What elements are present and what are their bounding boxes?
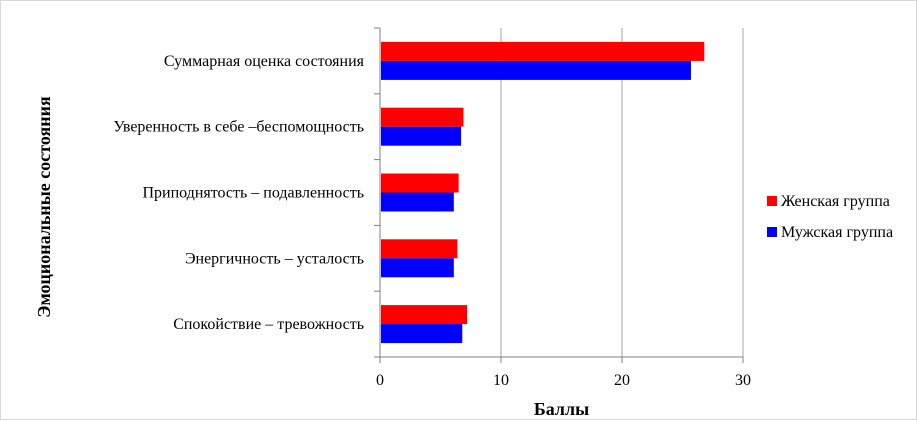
bars — [381, 41, 705, 344]
bar — [381, 192, 454, 212]
bar — [381, 258, 454, 278]
legend-label: Мужская группа — [781, 224, 893, 241]
x-tick-label: 20 — [614, 372, 630, 389]
legend-label: Женская группа — [781, 193, 890, 210]
axes: 0 10 20 30 — [374, 27, 751, 389]
gridlines — [500, 28, 744, 357]
category-labels: Суммарная оценка состояния Уверенность в … — [113, 53, 364, 333]
legend-swatch — [767, 196, 777, 206]
category-label: Энергичность – усталость — [185, 250, 364, 267]
bar — [381, 126, 462, 146]
bar — [381, 107, 464, 127]
bar — [381, 324, 463, 344]
legend-swatch — [767, 227, 777, 237]
category-label: Уверенность в себе –беспомощность — [113, 119, 364, 136]
bar — [381, 60, 691, 80]
category-label: Спокойствие – тревожность — [173, 316, 364, 333]
x-axis-title: Баллы — [534, 399, 589, 419]
y-axis-title: Эмоциональные состояния — [34, 96, 54, 318]
category-label: Приподнятость – подавленность — [142, 185, 364, 202]
bar — [381, 239, 458, 259]
x-tick-label: 10 — [493, 372, 509, 389]
bar — [381, 41, 705, 61]
x-tick-label: 30 — [735, 372, 751, 389]
x-tick-label: 0 — [376, 372, 384, 389]
bar — [381, 305, 468, 325]
legend: Женская группа Мужская группа — [767, 193, 893, 241]
bar — [381, 173, 459, 193]
category-label: Суммарная оценка состояния — [164, 53, 365, 70]
